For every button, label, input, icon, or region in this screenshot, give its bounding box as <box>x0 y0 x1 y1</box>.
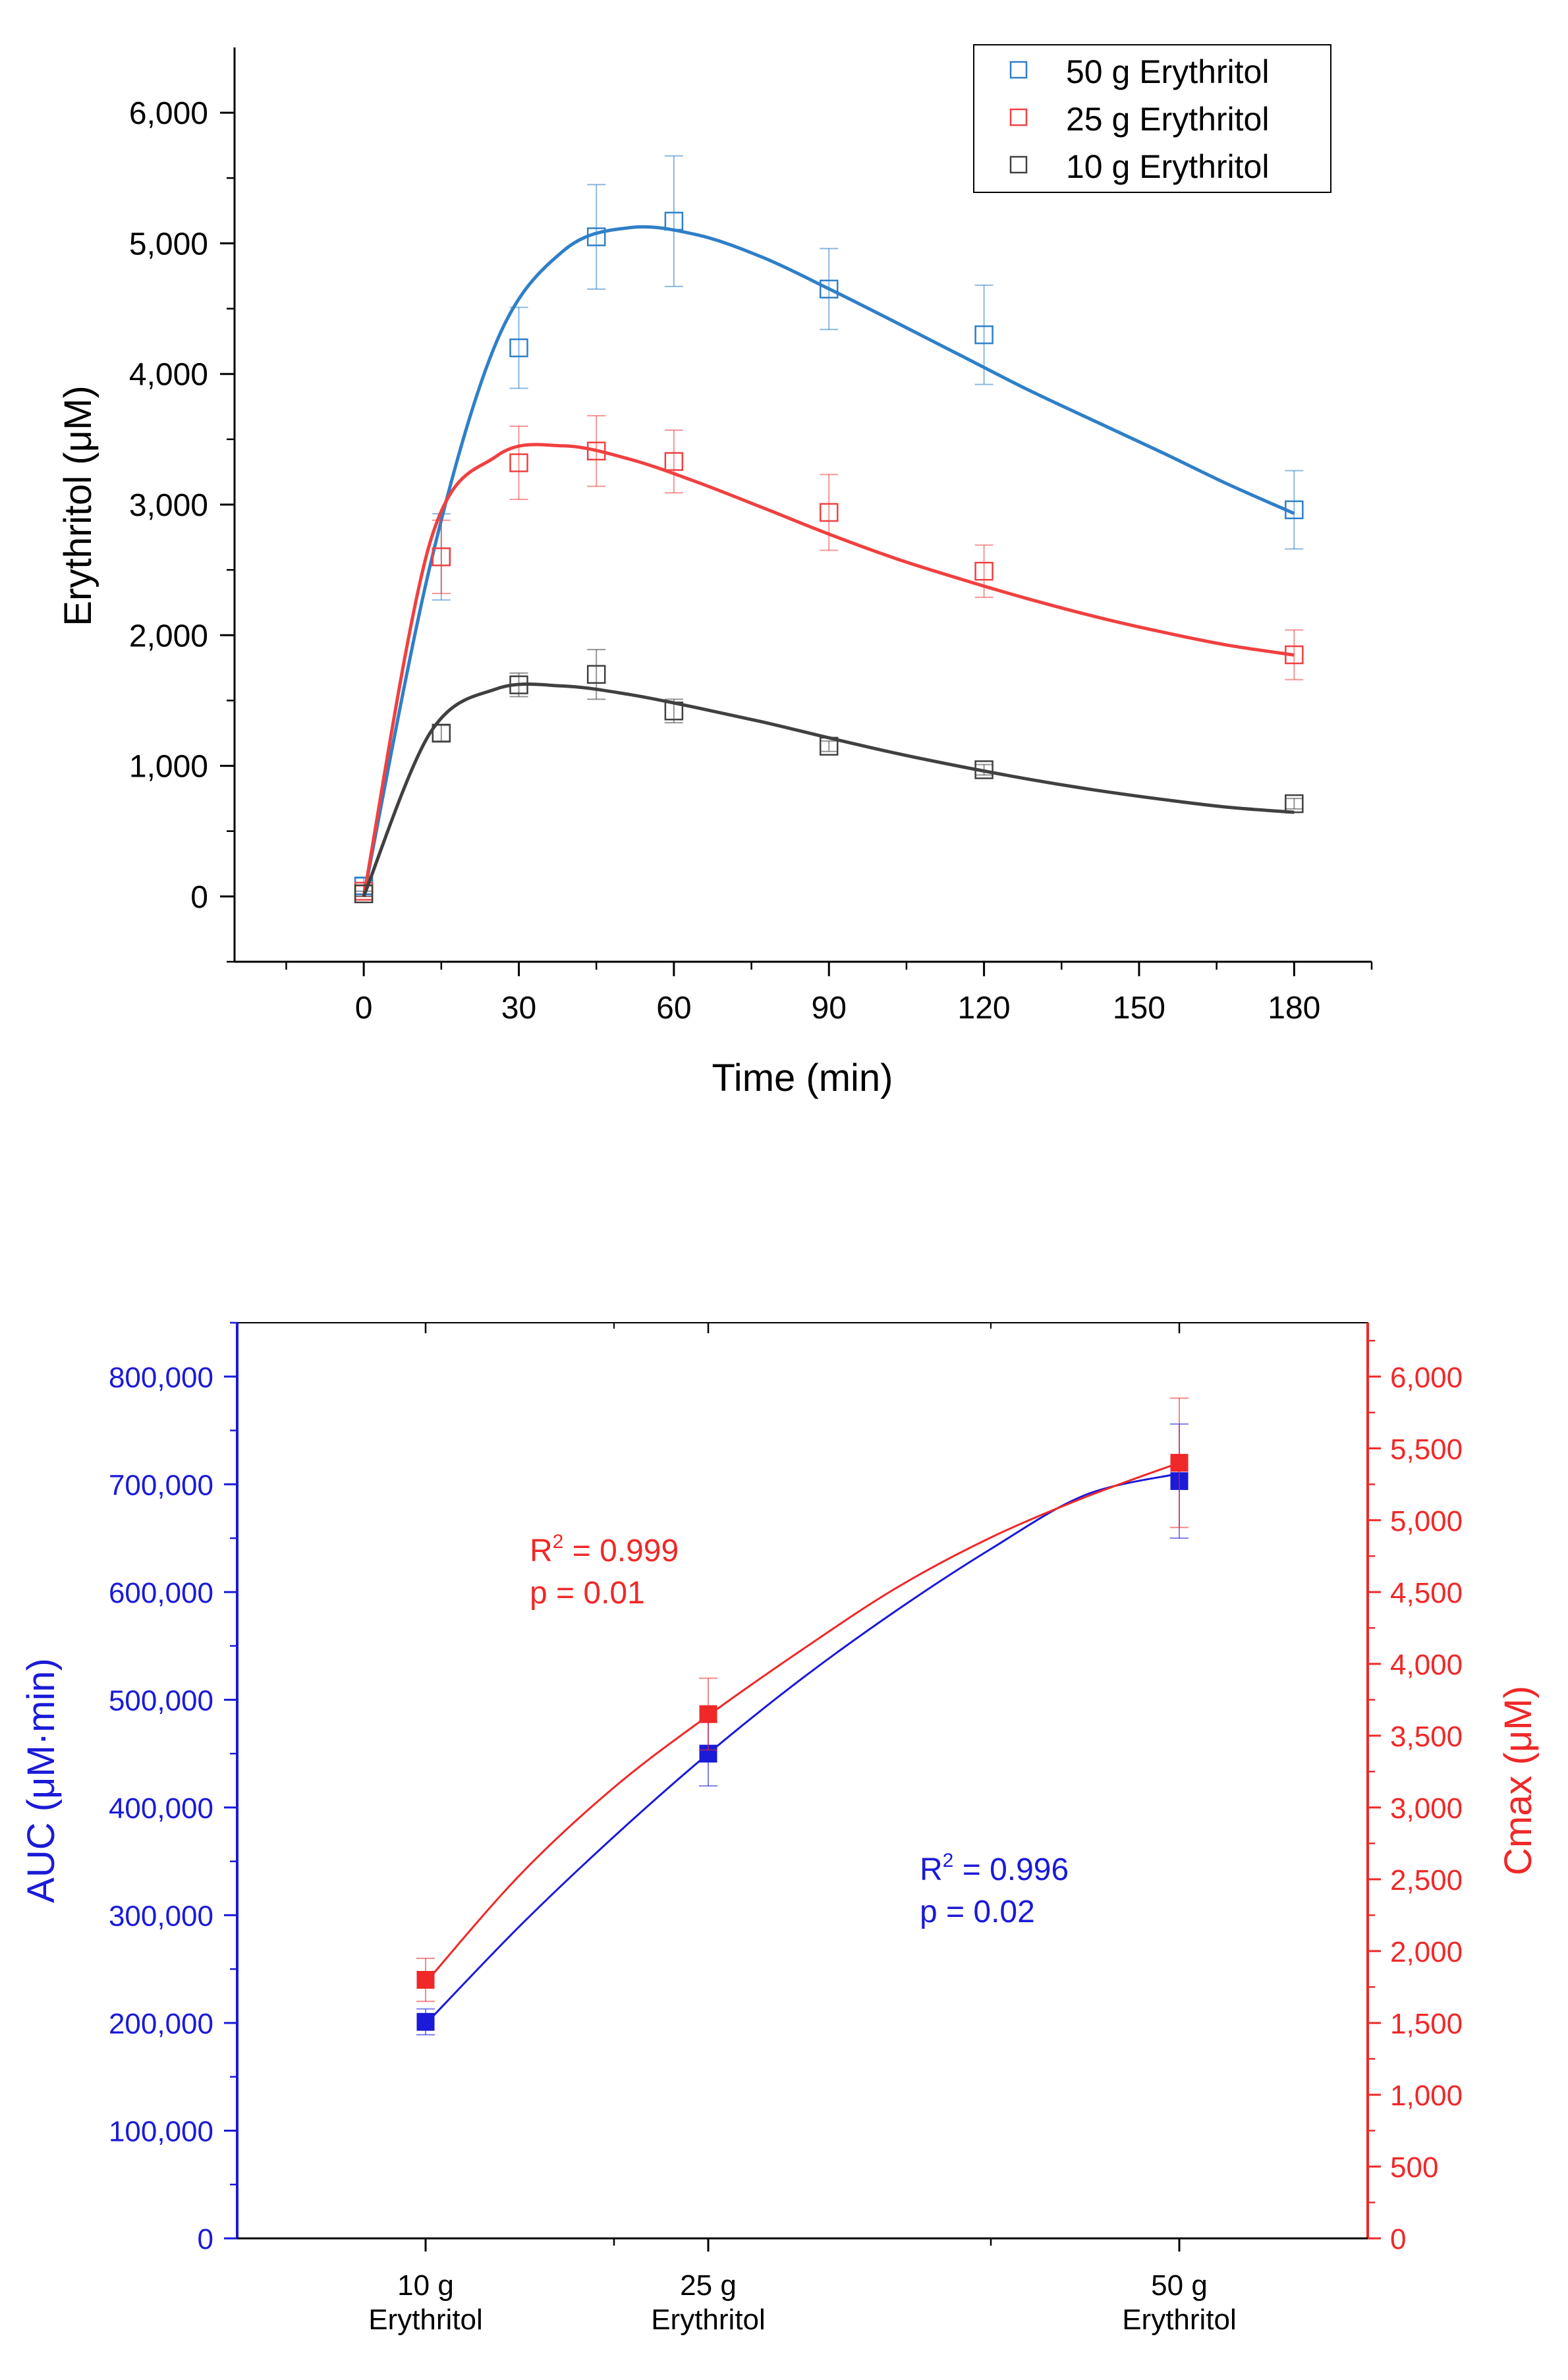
c1-x-tick-label: 30 <box>501 991 536 1026</box>
data-point <box>586 665 606 684</box>
cmax-p-annotation: p = 0.01 <box>530 1576 645 1611</box>
c2-right-tick-label: 1,500 <box>1390 2008 1463 2040</box>
legend-marker-25g <box>1009 108 1028 126</box>
cmax-r2-annotation: R2 = 0.999 <box>530 1531 679 1568</box>
data-point <box>509 675 528 694</box>
c2-left-tick-label: 800,000 <box>109 1362 213 1394</box>
c2-right-tick-label: 500 <box>1390 2151 1438 2184</box>
c2-category-label: 10 g Erythritol <box>368 2269 483 2336</box>
c2-category-label: 25 g Erythritol <box>651 2269 766 2336</box>
auc-cmax-chart: 0 100,000 200,000 300,000 400,000 500,000 600,… <box>20 1321 1540 2336</box>
c1-x-tick-label: 120 <box>958 991 1011 1026</box>
auc-p-annotation: p = 0.02 <box>920 1895 1035 1929</box>
data-point <box>974 760 994 779</box>
data-point <box>509 338 528 358</box>
data-point <box>416 1971 435 1989</box>
legend-label-10g: 10 g Erythritol <box>1066 148 1269 185</box>
c1-legend: 50 g Erythritol 25 g Erythritol 10 g Ery… <box>973 44 1331 193</box>
data-point <box>586 227 606 246</box>
c2-left-tick-label: 300,000 <box>109 1900 213 1932</box>
legend-marker-50g <box>1009 61 1028 79</box>
c1-x-tick-label: 150 <box>1113 991 1165 1026</box>
c1-y-tick-label: 4,000 <box>129 358 208 393</box>
c1-y-axis-label: Erythritol (μM) <box>57 385 99 626</box>
fit-curve-cmax <box>424 1462 1180 1983</box>
c1-y-tick-label: 0 <box>190 880 208 915</box>
data-point <box>974 325 994 345</box>
c2-right-tick-label: 4,500 <box>1390 1577 1463 1609</box>
c2-left-tick-label: 100,000 <box>109 2115 213 2147</box>
data-point <box>416 2012 435 2031</box>
data-point <box>819 736 839 756</box>
c2-left-axis-label: AUC (μM·min) <box>20 1658 63 1903</box>
fit-curve-auc <box>424 1472 1180 2025</box>
c2-category-label: 50 g Erythritol <box>1122 2269 1237 2336</box>
c2-left-tick-label: 600,000 <box>109 1577 213 1609</box>
data-point <box>1285 794 1304 814</box>
fit-curve-50-g-erythritol <box>362 225 1295 897</box>
series-auc <box>416 1423 1189 2035</box>
c1-y-tick-label: 2,000 <box>129 619 208 653</box>
legend-marker-10g <box>1009 155 1028 174</box>
c1-y-tick-label: 6,000 <box>129 96 208 131</box>
c2-left-tick-label: 400,000 <box>109 1792 213 1825</box>
data-point <box>586 441 606 460</box>
series-25-g-erythritol <box>354 415 1304 901</box>
data-point <box>664 702 684 721</box>
data-point <box>1170 1454 1189 1472</box>
c2-right-tick-label: 0 <box>1390 2223 1406 2255</box>
c2-left-tick-label: 500,000 <box>109 1684 213 1717</box>
data-point <box>699 1705 717 1723</box>
c1-x-tick-label: 0 <box>355 991 373 1026</box>
series-10-g-erythritol <box>354 649 1304 904</box>
data-point <box>819 503 839 522</box>
c1-y-tick-label: 1,000 <box>129 750 208 785</box>
data-point <box>432 723 451 743</box>
data-point <box>1285 500 1304 520</box>
legend-label-50g: 50 g Erythritol <box>1066 53 1269 90</box>
series-cmax <box>416 1397 1189 2003</box>
data-point <box>819 279 839 299</box>
auc-r2-annotation: R2 = 0.996 <box>920 1850 1069 1887</box>
c2-right-tick-label: 3,500 <box>1390 1721 1463 1753</box>
c1-y-tick-label: 3,000 <box>129 488 208 523</box>
c1-y-tick-label: 5,000 <box>129 227 208 262</box>
c1-x-tick-label: 60 <box>656 991 691 1026</box>
data-point <box>1285 645 1304 665</box>
c1-legend-box <box>973 44 1331 193</box>
data-point <box>509 453 528 472</box>
c1-x-tick-label: 180 <box>1268 991 1320 1026</box>
c2-right-tick-label: 1,000 <box>1390 2080 1463 2112</box>
data-point <box>664 452 684 471</box>
data-point <box>432 547 451 567</box>
c1-x-axis-label: Time (min) <box>712 1057 893 1099</box>
c2-left-tick-label: 200,000 <box>109 2008 213 2040</box>
legend-label-25g: 25 g Erythritol <box>1066 101 1269 138</box>
c2-right-tick-label: 3,000 <box>1390 1792 1463 1825</box>
data-point <box>664 211 684 231</box>
erythritol-time-chart: 0 1,000 2,000 3,000 4,000 5,000 6,000 0 30 60 90 1… <box>57 44 1373 1099</box>
c2-frame <box>237 1322 1368 2239</box>
c2-right-tick-label: 2,500 <box>1390 1864 1463 1896</box>
c2-right-tick-label: 2,000 <box>1390 1936 1463 1968</box>
c1-x-tick-label: 90 <box>812 991 847 1026</box>
c2-right-tick-label: 5,500 <box>1390 1433 1463 1466</box>
c2-right-tick-label: 5,000 <box>1390 1505 1463 1537</box>
c2-left-tick-label: 0 <box>198 2223 213 2255</box>
c2-left-tick-label: 700,000 <box>109 1469 213 1501</box>
c2-right-tick-label: 4,000 <box>1390 1649 1463 1681</box>
fit-curve-10-g-erythritol <box>362 682 1295 897</box>
data-point <box>974 561 994 581</box>
data-point <box>354 884 374 904</box>
c2-right-axis-label: Cmax (μM) <box>1497 1686 1540 1875</box>
fit-curve-25-g-erythritol <box>362 443 1295 897</box>
c2-right-tick-label: 6,000 <box>1390 1362 1463 1394</box>
